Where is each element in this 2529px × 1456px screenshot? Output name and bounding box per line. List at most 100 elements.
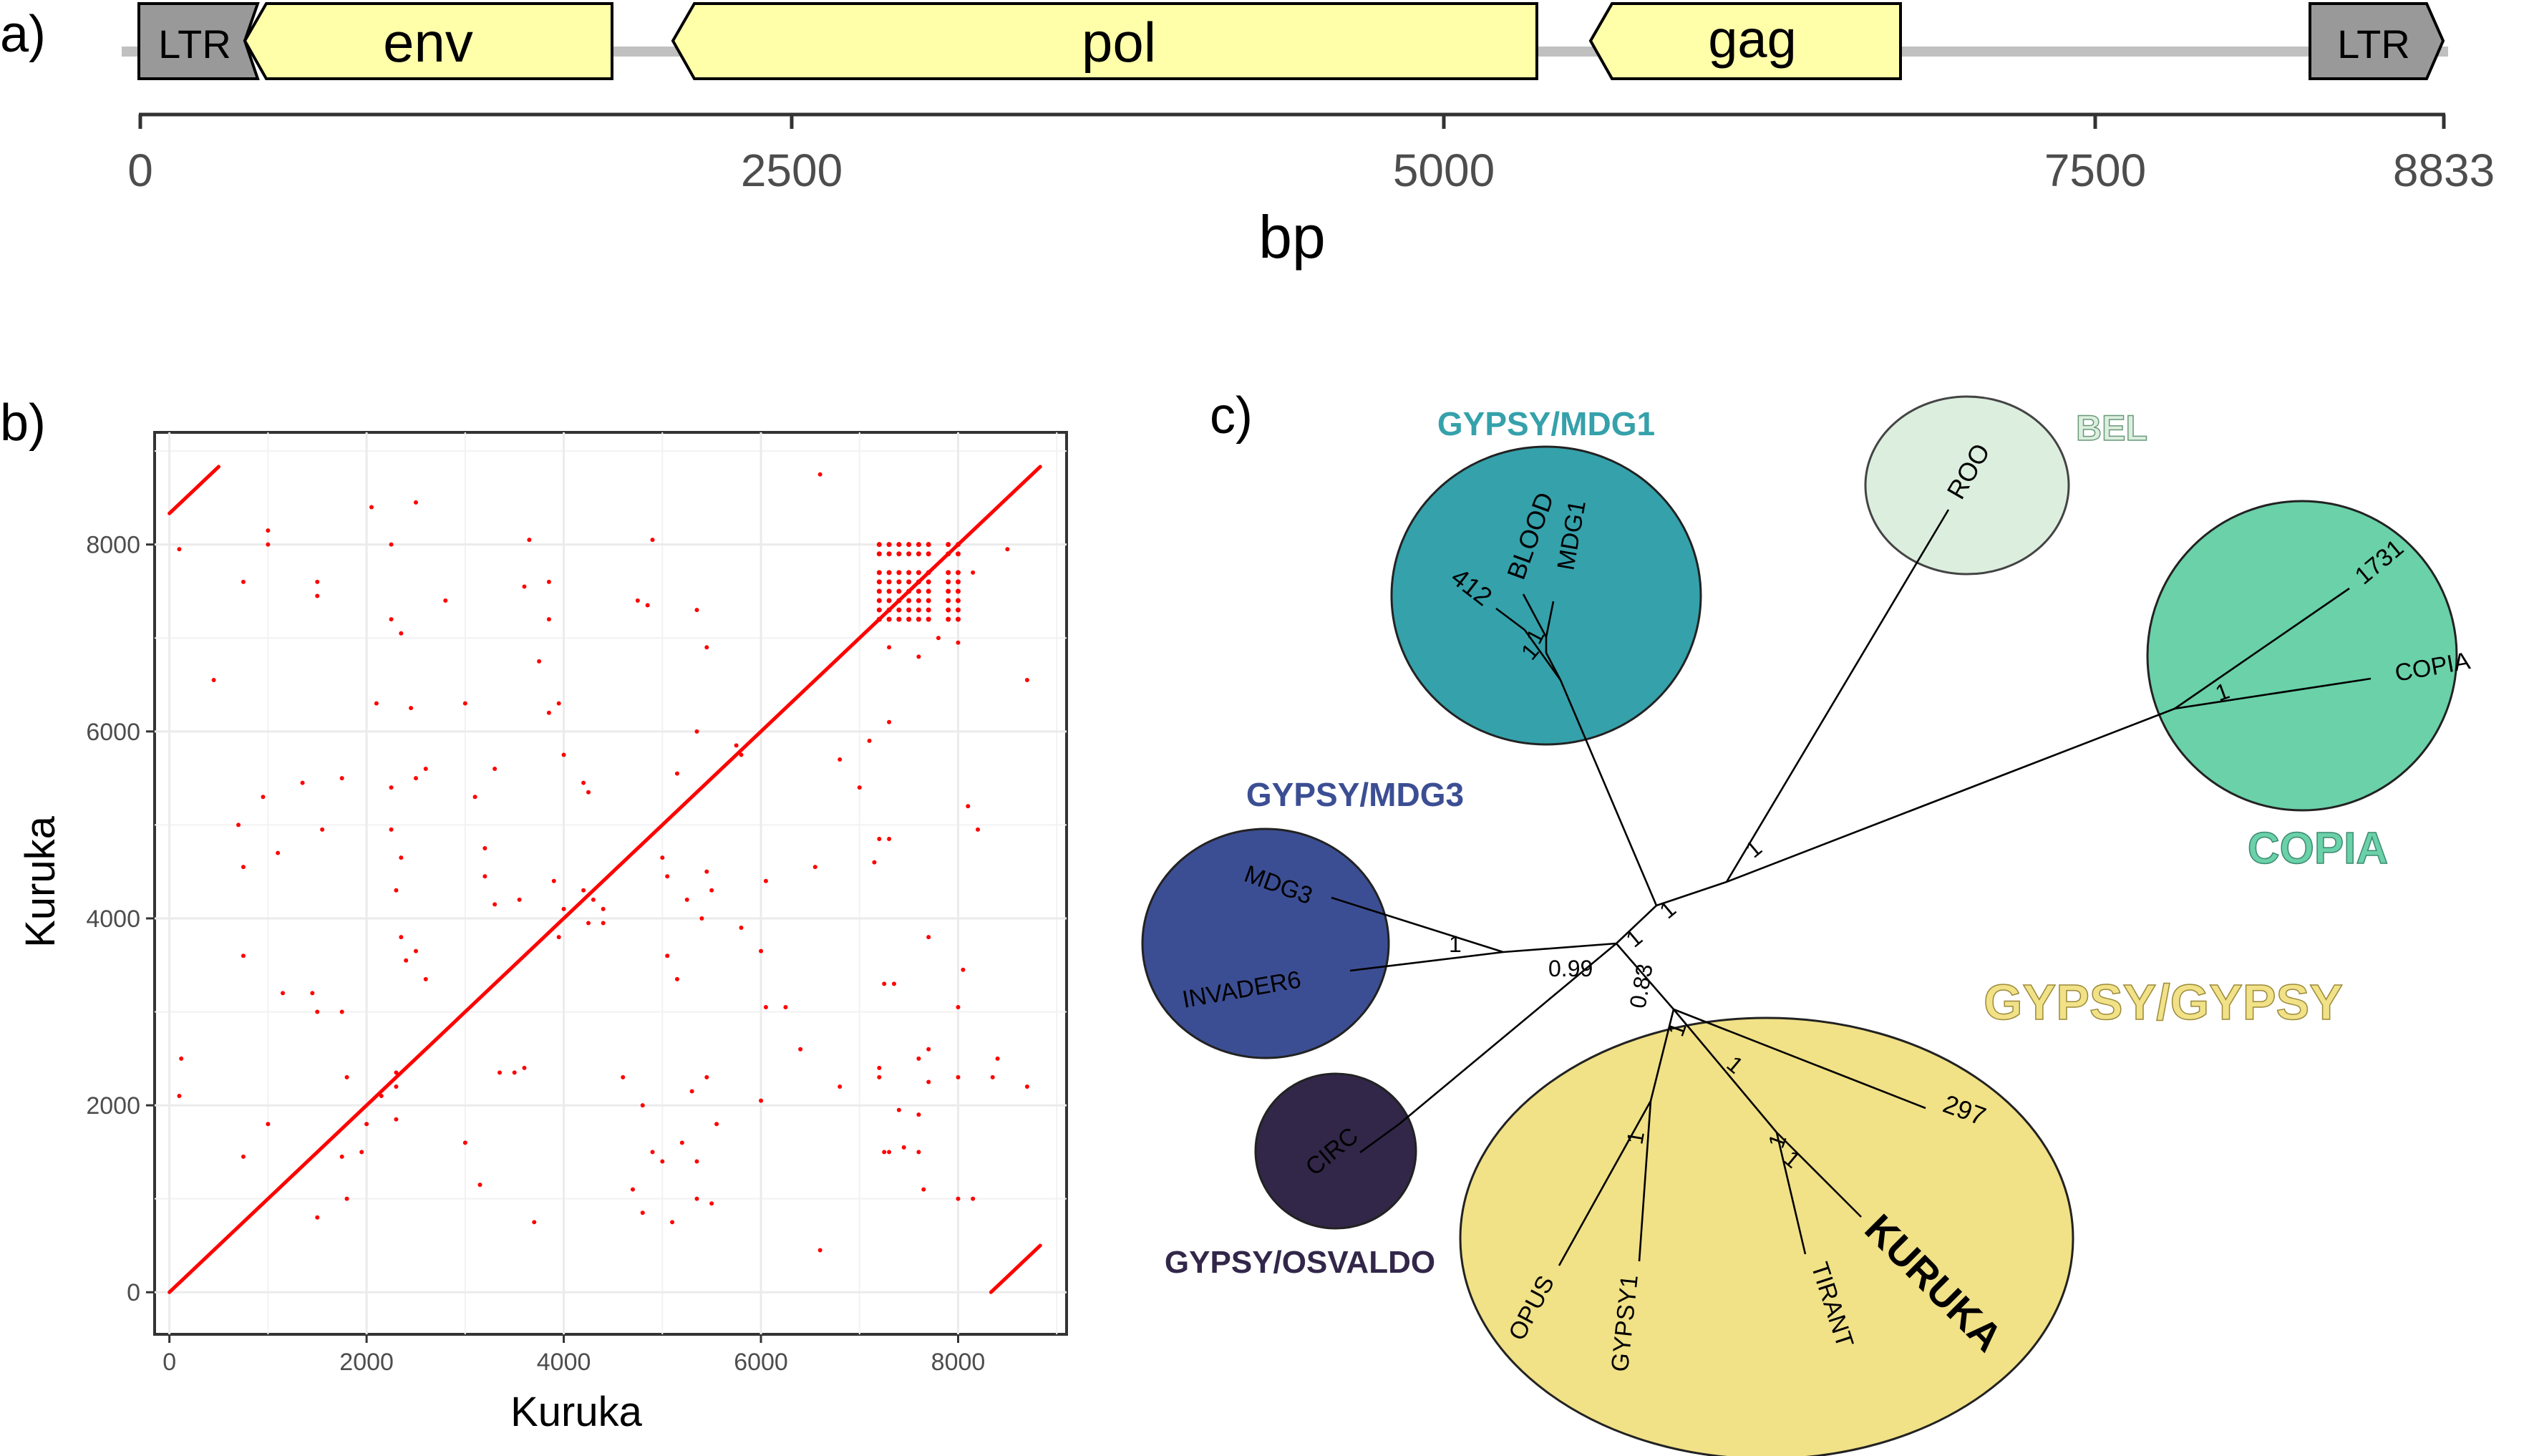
dot-point [946, 551, 951, 557]
dot-point [512, 1070, 517, 1075]
dot-point [177, 1094, 182, 1099]
dot-point [990, 1074, 995, 1079]
dot-point [389, 785, 394, 790]
dot-point [394, 1070, 399, 1075]
dot-point [556, 701, 561, 706]
tree-branch [1638, 1100, 1652, 1262]
dot-point [759, 948, 764, 953]
dot-point [926, 598, 931, 603]
dot-point [394, 1084, 399, 1089]
bp-tick-label: 0 [127, 145, 153, 196]
dot-point [886, 616, 892, 622]
x-tick-label: 0 [162, 1349, 176, 1376]
x-axis-title: Kuruka [510, 1389, 643, 1435]
dot-point [586, 790, 591, 795]
dot-point [315, 1009, 320, 1014]
dot-point [896, 598, 902, 603]
dot-point [966, 804, 971, 809]
dot-point [763, 878, 768, 883]
dot-point [901, 1145, 906, 1150]
tree-branch [1523, 629, 1562, 681]
support-value: 1 [1654, 896, 1681, 923]
dot-point [621, 1074, 626, 1079]
dot-point [389, 542, 394, 547]
dot-point [601, 906, 606, 911]
dot-point [896, 607, 902, 613]
dot-point [906, 588, 912, 594]
gag-label: gag [1708, 9, 1796, 69]
dot-point [955, 570, 961, 576]
dot-point [886, 579, 892, 585]
clade-circles [1141, 395, 2458, 1456]
tree-branch [1775, 1132, 1807, 1255]
dot-point [946, 607, 951, 613]
tree-branch [1349, 951, 1504, 972]
dot-point [374, 701, 379, 706]
dot-point [882, 1150, 887, 1155]
dot-point [906, 607, 912, 613]
dot-point [364, 1122, 369, 1127]
y-tick-label: 4000 [86, 906, 140, 933]
dot-point [601, 921, 606, 926]
ltr-right-label: LTR [2337, 21, 2410, 67]
tree-branch [1616, 905, 1657, 944]
dot-point [684, 897, 689, 902]
dot-point [276, 850, 281, 855]
dot-point [266, 528, 271, 533]
dot-point [359, 1150, 364, 1155]
dot-point [1005, 547, 1010, 552]
dot-point [906, 579, 912, 585]
dot-point [867, 738, 872, 743]
dot-point [379, 1094, 384, 1099]
dot-point [300, 780, 305, 785]
dot-point [241, 579, 246, 584]
dot-point [956, 640, 961, 645]
dot-point [896, 570, 902, 576]
clade-name-mdg3: GYPSY/MDG3 [1246, 776, 1464, 813]
diagonal-lines [168, 465, 1042, 1294]
dot-point [694, 1196, 699, 1201]
tree-branch [1649, 1009, 1675, 1102]
dot-point [404, 958, 409, 963]
dot-point [369, 505, 374, 510]
dot-point [581, 780, 586, 785]
clade-name-bel: BEL [2076, 408, 2147, 448]
dot-point [546, 579, 551, 584]
dot-point [916, 1150, 921, 1155]
dot-point [882, 981, 887, 986]
tree-branch [1725, 509, 1950, 883]
dot-point [423, 767, 428, 772]
dot-point [876, 579, 882, 585]
dot-plot: 0 0 2000 2000 4000 4000 6000 6000 8000 8000 Kuruk… [17, 431, 1068, 1435]
dot-point [389, 827, 394, 832]
dot-point [886, 598, 892, 603]
dot-point [561, 906, 566, 911]
dot-point [413, 948, 418, 953]
dot-point [394, 888, 399, 893]
dot-point [709, 1201, 714, 1206]
tree-branch [1673, 1009, 1777, 1133]
dot-point [876, 542, 882, 548]
dot-point [926, 607, 931, 613]
dot-point [916, 616, 921, 622]
dot-point [926, 579, 931, 585]
dot-point [492, 902, 497, 907]
dot-point [936, 636, 941, 641]
mdg1-clade-circle [1390, 445, 1702, 746]
dot-point [876, 588, 882, 594]
panel-label-c: c) [1210, 387, 1253, 445]
dot-point [896, 579, 902, 585]
bp-axis-title: bp [1258, 203, 1325, 271]
dot-point [946, 588, 951, 594]
support-value: 1 [1449, 931, 1462, 957]
dot-point [546, 617, 551, 622]
dot-point [492, 767, 497, 772]
dot-point [896, 616, 902, 622]
tree-branch [1359, 1122, 1400, 1154]
clade-name-copia: COPIA [2248, 824, 2388, 873]
dot-point [916, 588, 921, 594]
dot-point [211, 678, 216, 683]
dot-point [896, 551, 902, 557]
dot-point [660, 855, 665, 860]
